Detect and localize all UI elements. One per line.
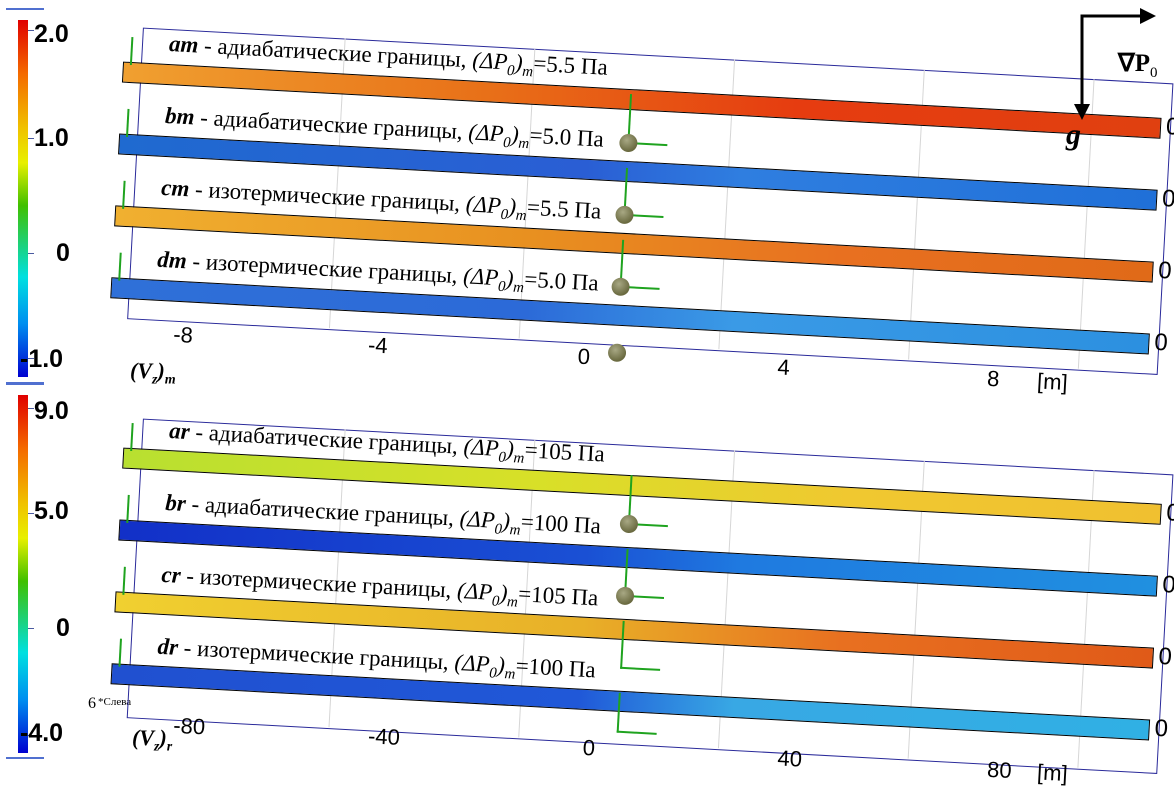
zero-marker-br: 0	[1161, 570, 1174, 599]
side-note: *Слева	[98, 696, 132, 708]
zero-marker-cm: 0	[1157, 256, 1173, 285]
panel-r: 9.0 5.0 0 -4.0 (Vz)r 6 *Слева ar - адиаб…	[0, 383, 1174, 801]
colorbar-r-label-5: 5.0	[34, 497, 69, 525]
axis-tick-r-0: -80	[172, 712, 206, 740]
grad-p-label: ∇P0	[1118, 50, 1158, 81]
zero-marker-dr: 0	[1153, 714, 1169, 743]
colorbar-r-label-0: 0	[56, 614, 70, 642]
colorbar-r-label-max: 9.0	[34, 397, 69, 425]
axis-tick-m-3: 4	[776, 354, 791, 381]
pressure-gravity-vectors	[1074, 8, 1156, 120]
side-digit: 6	[88, 695, 96, 712]
symbol-vz-m: (Vz)m	[130, 358, 176, 388]
zero-marker-bm: 0	[1161, 184, 1174, 213]
zero-marker-dm: 0	[1153, 328, 1169, 357]
colorbar-m-label-1: 1.0	[34, 124, 69, 152]
zero-marker-cr: 0	[1157, 642, 1173, 671]
symbol-vz-r: (Vz)r	[132, 725, 173, 755]
gravity-label: g	[1066, 118, 1081, 151]
axis-tick-r-2: 0	[582, 734, 596, 761]
scene-m: am - адиабатические границы, (ΔP0)m=5.5 …	[79, 25, 1174, 395]
axis-tick-r-1: -40	[367, 723, 401, 750]
axis-tick-m-0: -8	[172, 321, 194, 348]
zero-marker-ar: 0	[1165, 499, 1174, 527]
scene-r: ar - адиабатические границы, (ΔP0)m=105 …	[79, 416, 1174, 786]
axis-tick-m-2: 0	[577, 343, 591, 370]
colorbar-r-label-min: -4.0	[20, 719, 64, 747]
axis-tick-r-4: 80	[986, 756, 1013, 784]
axis-tick-r-3: 40	[776, 745, 803, 772]
colorbar-m-gradient	[18, 20, 28, 377]
axis-tick-m-1: -4	[367, 332, 389, 359]
origin-marker-dm	[607, 343, 627, 363]
colorbar-m-label-min: -1.0	[20, 345, 64, 373]
colorbar-r: 9.0 5.0 0 -4.0	[6, 383, 102, 763]
panel-m: 2.0 1.0 0 -1.0 (Vz)m am - адиабатические…	[6, 8, 1174, 395]
axis-unit-r: [m]	[1036, 759, 1069, 787]
colorbar-m-label-0: 0	[56, 239, 70, 267]
colorbar-r-gradient	[18, 395, 28, 753]
colorbar-m-label-max: 2.0	[34, 20, 69, 48]
